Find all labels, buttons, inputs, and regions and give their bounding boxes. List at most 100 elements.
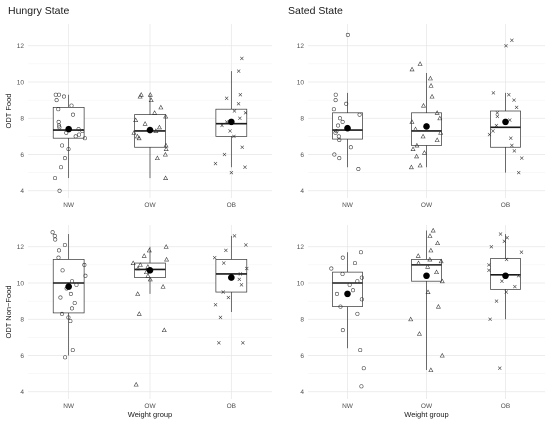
data-point [427, 75, 433, 81]
panel-2: Sated State 4 6 8 10 12 NW OW OB [288, 5, 545, 209]
data-point [146, 247, 152, 253]
y-tick-label: 12 [17, 43, 25, 50]
data-point [244, 266, 249, 271]
data-point [487, 268, 491, 273]
data-point [239, 283, 244, 287]
data-point [356, 167, 361, 171]
data-point [77, 132, 82, 137]
data-point [340, 328, 345, 333]
data-point [514, 105, 519, 110]
data-point [240, 145, 245, 150]
data-point [133, 117, 139, 122]
data-point [428, 83, 434, 88]
data-point [145, 273, 151, 278]
data-point [352, 261, 357, 266]
data-point [333, 98, 338, 103]
data-point [504, 43, 508, 48]
data-point [333, 92, 338, 97]
data-point [340, 271, 345, 276]
data-point [355, 279, 360, 284]
data-point [348, 145, 353, 150]
mean-marker [146, 267, 154, 274]
box-nw [331, 32, 363, 171]
panel-title: Sated State [288, 5, 343, 17]
data-point [435, 240, 441, 246]
data-point [232, 109, 237, 113]
data-point [160, 284, 166, 289]
box-ow [131, 92, 169, 180]
x-tick-label: OB [227, 403, 236, 410]
y-tick-label: 10 [297, 280, 305, 287]
data-point [425, 289, 431, 294]
data-point [510, 143, 514, 148]
data-point [359, 384, 364, 389]
data-point [163, 142, 169, 148]
data-point [154, 155, 160, 161]
data-point [156, 124, 162, 130]
data-point [337, 156, 342, 161]
data-point [83, 273, 88, 278]
data-point [340, 119, 345, 124]
data-point [357, 112, 362, 117]
data-point [57, 248, 61, 253]
data-point [334, 128, 339, 133]
data-point [497, 366, 502, 370]
box-ob [212, 234, 249, 345]
panel-title: Hungry State [8, 5, 69, 17]
data-point [221, 290, 225, 294]
data-point [488, 317, 492, 322]
x-tick-label: OW [421, 202, 433, 209]
data-point [336, 123, 341, 128]
data-point [228, 129, 232, 133]
data-point [222, 152, 227, 157]
data-point [70, 348, 75, 353]
data-point [434, 110, 440, 115]
box-ob [213, 56, 248, 175]
data-point [221, 261, 226, 265]
data-point [504, 290, 509, 294]
data-point [56, 92, 61, 97]
data-point [434, 137, 440, 142]
data-point [236, 69, 241, 73]
panel-4: 4 6 8 10 12 NW OW OB Weight group [297, 225, 545, 419]
data-point [337, 138, 342, 142]
data-point [66, 315, 71, 320]
data-point [80, 128, 85, 133]
data-point [137, 262, 143, 267]
data-point [70, 306, 74, 311]
data-point [512, 98, 516, 102]
data-point [70, 279, 75, 284]
data-point [508, 118, 512, 122]
data-point [52, 233, 57, 238]
data-point [136, 311, 142, 316]
data-point [153, 128, 159, 133]
data-point [243, 165, 247, 169]
data-point [355, 311, 360, 316]
x-tick-label: NW [63, 403, 75, 410]
y-tick-label: 12 [297, 43, 305, 50]
mean-marker [423, 272, 430, 280]
data-point [238, 272, 243, 276]
data-point [489, 244, 494, 249]
data-point [429, 93, 435, 99]
data-point [54, 98, 59, 103]
data-point [63, 355, 68, 360]
data-point [69, 103, 74, 108]
data-point [163, 146, 169, 151]
data-point [82, 136, 87, 141]
data-point [345, 32, 350, 37]
y-tick-label: 12 [17, 244, 25, 251]
data-point [217, 341, 221, 345]
data-point [62, 242, 67, 247]
data-point [414, 153, 420, 159]
data-point [421, 150, 427, 155]
data-point [53, 237, 58, 242]
data-point [66, 147, 71, 152]
data-point [417, 61, 423, 66]
mean-marker [344, 290, 351, 298]
data-point [241, 341, 245, 345]
data-point [224, 120, 229, 124]
x-tick-label: OB [501, 403, 510, 410]
data-point [56, 255, 61, 260]
data-point [68, 291, 73, 296]
